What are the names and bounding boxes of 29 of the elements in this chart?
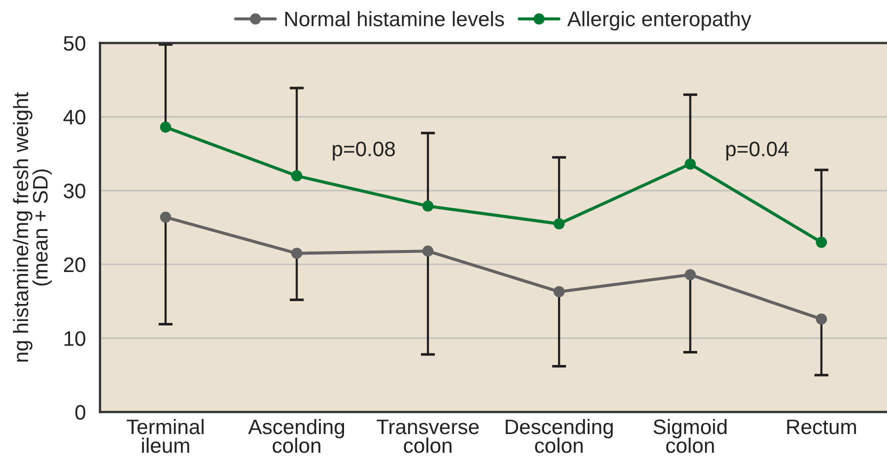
x-tick-label: Transverse colon — [376, 420, 479, 453]
legend-label: Normal histamine levels — [285, 11, 504, 26]
point — [684, 158, 696, 170]
x-tick-label: Descending colon — [506, 418, 613, 453]
y-tick-label: 0 — [75, 405, 86, 420]
legend-label: Allergic enteropathy — [567, 11, 752, 30]
point — [160, 212, 172, 223]
x-tick-label: Ascending colon — [248, 418, 344, 453]
y-tick-label: 30 — [64, 184, 86, 198]
point — [291, 248, 302, 259]
y-tick-label: 10 — [64, 331, 86, 346]
x-tick-label: Terminal ileum — [126, 418, 204, 453]
point — [160, 122, 172, 133]
point — [554, 286, 565, 298]
point — [422, 246, 434, 257]
x-tick-label: Sigmoid colon — [654, 418, 727, 453]
annotation: p=0.08 — [332, 142, 395, 160]
y-tick-label: 20 — [64, 257, 86, 272]
point — [422, 200, 434, 212]
y-axis-title: ng histamine/mg fresh weight (mean + SD) — [12, 92, 52, 362]
point — [291, 170, 302, 182]
point — [816, 236, 827, 248]
point — [816, 313, 827, 325]
point — [684, 269, 696, 280]
x-tick-label: Rectum — [787, 420, 856, 434]
annotation: p=0.04 — [726, 142, 789, 160]
y-tick-label: 50 — [64, 36, 86, 51]
y-tick-label: 40 — [63, 110, 86, 125]
point — [554, 218, 565, 230]
